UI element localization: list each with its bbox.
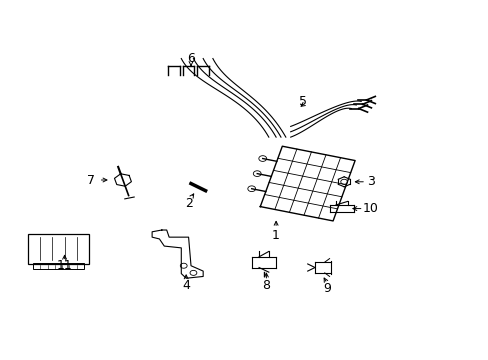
Text: 1: 1	[272, 229, 280, 242]
Bar	[33, 263, 84, 269]
Text: 8: 8	[262, 279, 270, 292]
Text: 5: 5	[298, 95, 306, 108]
Text: 7: 7	[87, 174, 95, 186]
Text: 6: 6	[187, 52, 195, 65]
Bar	[28, 234, 89, 264]
Text: 11: 11	[57, 259, 72, 272]
Text: 3: 3	[366, 175, 374, 188]
Text: 4: 4	[182, 279, 190, 292]
Text: 2: 2	[184, 197, 192, 210]
Text: 9: 9	[323, 283, 330, 296]
Text: 10: 10	[362, 202, 378, 215]
